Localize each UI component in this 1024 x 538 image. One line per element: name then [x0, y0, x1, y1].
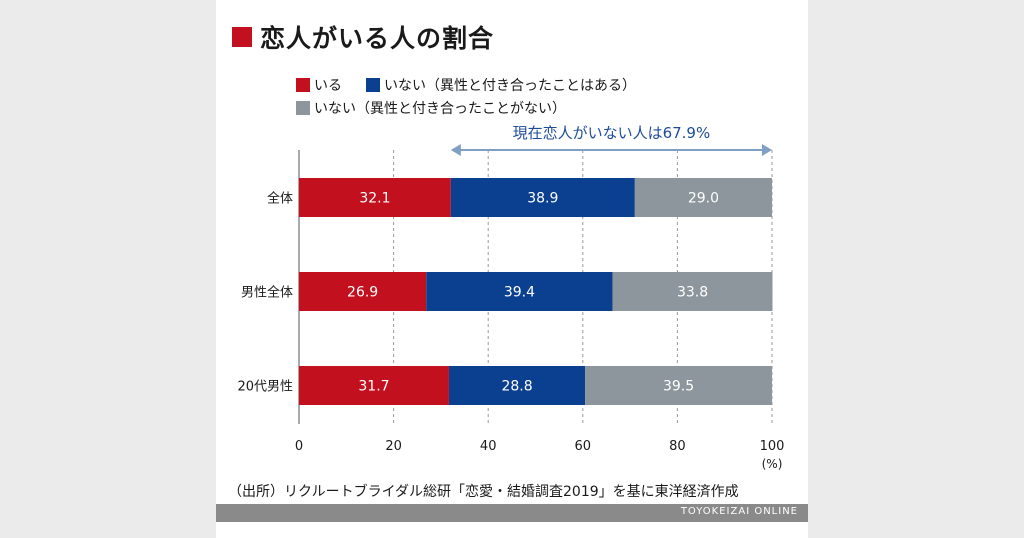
legend-swatch-gray	[296, 101, 310, 115]
chart-card: 恋人がいる人の割合 いる いない（異性と付き合ったことはある） いない（異性と付…	[216, 0, 808, 538]
legend-label-inai-past: いない（異性と付き合ったことはある）	[384, 78, 636, 94]
legend-item-inai-past: いない（異性と付き合ったことはある）	[366, 75, 636, 95]
category-label: 20代男性	[237, 380, 293, 395]
x-unit-label: (%)	[762, 457, 783, 471]
chart-title: 恋人がいる人の割合	[260, 24, 495, 53]
title-block: 恋人がいる人の割合	[232, 20, 494, 54]
bar-value-label: 26.9	[347, 285, 378, 301]
legend-swatch-red	[296, 78, 310, 92]
title-marker	[232, 27, 252, 47]
legend-label-inai-never: いない（異性と付き合ったことがない）	[314, 101, 566, 117]
x-tick-label: 80	[669, 439, 686, 454]
x-tick-label: 0	[295, 439, 303, 454]
legend-row-1: いる いない（異性と付き合ったことはある）	[296, 75, 660, 95]
bar-value-label: 38.9	[527, 191, 558, 207]
legend-item-iru: いる	[296, 75, 342, 95]
bar-segment	[448, 366, 586, 405]
bar-segment	[585, 366, 772, 405]
brand-bar: TOYOKEIZAI ONLINE	[216, 504, 808, 522]
x-tick-label: 20	[385, 439, 402, 454]
bar-value-label: 39.5	[663, 379, 694, 395]
left-margin	[0, 0, 216, 538]
annotation-label: 現在恋人がいない人は67.9%	[513, 124, 711, 142]
brand-label: TOYOKEIZAI ONLINE	[680, 506, 798, 517]
x-tick-label: 40	[480, 439, 497, 454]
stacked-bar-chart: 32.1 38.9 29.0 26.9 39.4 33.8 31.7 28.8 39.5 現在恋…	[237, 124, 785, 471]
bar-value-label: 31.7	[358, 379, 389, 395]
category-label: 男性全体	[241, 285, 293, 301]
legend-label-iru: いる	[314, 78, 342, 94]
bar-value-label: 28.8	[501, 379, 532, 395]
bar-segment	[299, 366, 449, 405]
annotation-arrowhead-right	[762, 144, 772, 156]
bar-segment	[299, 178, 451, 217]
bar-value-label: 29.0	[688, 191, 719, 207]
source-note: （出所）リクルートブライダル総研「恋愛・結婚調査2019」を基に東洋経済作成	[228, 484, 739, 500]
x-tick-label: 60	[575, 439, 592, 454]
right-margin	[808, 0, 1024, 538]
bar-segment	[299, 272, 427, 311]
bar-value-label: 39.4	[504, 285, 535, 301]
bar-segment	[612, 272, 773, 311]
bar-segment	[634, 178, 772, 217]
category-label: 全体	[267, 191, 293, 207]
bar-value-label: 32.1	[359, 191, 390, 207]
annotation-arrowhead-left	[450, 144, 461, 156]
legend-item-inai-never: いない（異性と付き合ったことがない）	[296, 98, 566, 118]
bar-segment	[426, 272, 613, 311]
x-tick-label: 100	[760, 439, 785, 454]
bar-segment	[450, 178, 635, 217]
legend-row-2: いない（異性と付き合ったことがない）	[296, 98, 590, 118]
legend-swatch-blue	[366, 78, 380, 92]
bar-value-label: 33.8	[677, 285, 708, 301]
